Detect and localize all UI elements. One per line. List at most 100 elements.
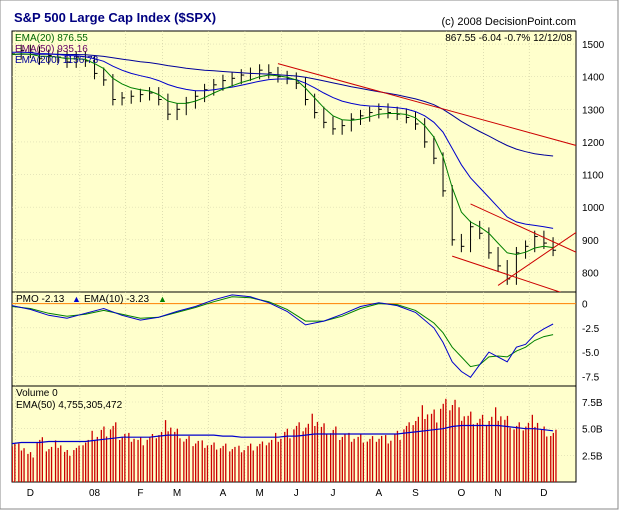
volume-bar (506, 415, 509, 482)
volume-bar (415, 421, 417, 482)
chart-title: S&P 500 Large Cap Index ($SPX) (14, 10, 216, 25)
volume-bar (179, 438, 181, 482)
volume-bar (371, 436, 374, 482)
volume-bar (381, 435, 383, 482)
volume-bar (210, 444, 213, 482)
volume-bar (375, 441, 378, 482)
volume-bar (326, 433, 328, 482)
volume-bar (133, 438, 135, 482)
legend-pmo-signal: EMA(10) -3.23 (84, 294, 149, 305)
volume-bar (314, 426, 316, 482)
volume-bar (240, 452, 243, 482)
volume-bar (335, 426, 337, 482)
volume-bar (341, 436, 343, 482)
volume-bar (231, 449, 233, 482)
price-tick-label: 1100 (582, 171, 604, 182)
volume-bar (445, 398, 447, 482)
volume-bar (440, 408, 442, 482)
volume-bar (160, 431, 163, 482)
volume-bar (348, 432, 350, 482)
volume-bar (60, 445, 62, 482)
volume-bar (305, 427, 307, 482)
volume-bar (488, 421, 490, 482)
volume-bar (219, 448, 222, 482)
x-tick-label: A (220, 488, 227, 499)
volume-bar (36, 442, 38, 482)
volume-bar (316, 421, 319, 482)
volume-bar (164, 420, 167, 482)
volume-bar (476, 422, 478, 482)
x-tick-label: M (173, 488, 181, 499)
volume-bar (109, 429, 112, 482)
volume-bar (14, 443, 16, 482)
volume-bar (339, 440, 341, 482)
volume-bar (405, 425, 408, 482)
volume-bar (188, 436, 190, 482)
volume-bar (32, 457, 34, 482)
volume-bar (176, 428, 178, 482)
x-tick-label: O (457, 488, 465, 499)
volume-bar (433, 409, 435, 482)
volume-bar (128, 432, 130, 482)
volume-bar (350, 441, 353, 482)
volume-bar (509, 427, 511, 482)
price-plot (12, 44, 576, 292)
volume-bar (408, 422, 410, 482)
x-tick-label: S (412, 488, 419, 499)
volume-bar (430, 413, 433, 482)
volume-bar (222, 445, 224, 482)
volume-bar (119, 440, 121, 482)
volume-bar (146, 439, 148, 482)
x-tick-label: J (294, 488, 299, 499)
volume-bar (151, 434, 154, 482)
volume-bar (78, 445, 80, 482)
legend-ema50: EMA(50) 935.16 (15, 44, 88, 55)
x-tick-label: J (330, 488, 335, 499)
volume-bar (12, 446, 13, 482)
pmo-plot (12, 294, 576, 378)
volume-bar (170, 427, 172, 482)
volume-bar (64, 451, 66, 482)
volume-bar (130, 441, 133, 482)
volume-bar (234, 446, 236, 482)
trendline (452, 255, 562, 292)
x-tick-label: F (137, 488, 143, 499)
volume-bar (75, 447, 78, 482)
volume-bar (20, 450, 23, 482)
legend-volume: Volume 0 (16, 388, 58, 399)
price-tick-label: 1500 (582, 40, 605, 51)
pmo-tick-label: 0 (582, 300, 588, 311)
trendline (277, 63, 576, 146)
price-tick-label: 800 (582, 268, 599, 279)
volume-bar (268, 442, 270, 482)
volume-bar (550, 436, 552, 482)
volume-bar (192, 446, 194, 482)
volume-bar (195, 443, 197, 482)
volume-bar (18, 443, 20, 482)
volume-bar (442, 403, 444, 482)
volume-bar (378, 438, 380, 482)
legend-ema200: EMA(200) 1156.78 (15, 55, 99, 66)
volume-bar (96, 436, 98, 482)
volume-bar (552, 432, 554, 482)
volume-bar (39, 439, 41, 482)
volume-bar (277, 441, 279, 482)
volume-bar (522, 430, 524, 482)
volume-bar (91, 430, 93, 482)
volume-bar (238, 445, 240, 482)
x-tick-label: N (494, 488, 501, 499)
volume-bar (185, 438, 188, 482)
volume-ema-line (12, 424, 554, 445)
volume-bar (85, 442, 87, 482)
volume-bar (307, 423, 309, 482)
volume-bar (94, 440, 96, 482)
volume-bar (27, 453, 29, 482)
volume-bar (204, 447, 206, 482)
volume-bar (155, 438, 157, 482)
volume-tick-label: 5.0B (582, 425, 603, 436)
volume-bar (121, 436, 123, 482)
volume-bar (360, 434, 362, 482)
volume-bar (463, 416, 465, 482)
volume-bar (66, 450, 68, 482)
